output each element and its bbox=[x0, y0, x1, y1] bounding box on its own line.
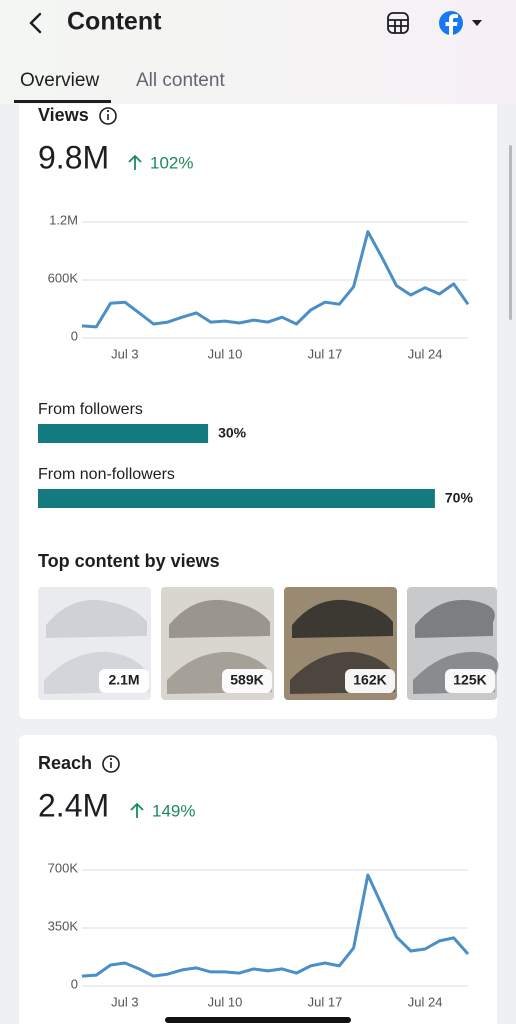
y-tick-label: 0 bbox=[71, 976, 78, 991]
table-icon[interactable] bbox=[387, 12, 409, 34]
x-tick-label: Jul 24 bbox=[408, 346, 443, 361]
reach-card bbox=[19, 735, 497, 1024]
thumbnail-car bbox=[415, 599, 495, 638]
label-pill bbox=[345, 669, 395, 693]
y-tick-label: 1.2M bbox=[49, 212, 78, 227]
top-content-title: Top content by views bbox=[38, 551, 220, 571]
thumbnail-views-label: 589K bbox=[230, 672, 263, 688]
y-tick-label: 700K bbox=[48, 860, 79, 875]
x-tick-label: Jul 24 bbox=[408, 994, 443, 1009]
bar-value-label: 30% bbox=[218, 425, 247, 441]
x-tick-label: Jul 3 bbox=[111, 994, 138, 1009]
reach-total: 2.4M bbox=[38, 787, 109, 823]
top-content-item[interactable]: 589K bbox=[161, 587, 274, 700]
tab-overview[interactable]: Overview bbox=[20, 70, 99, 91]
y-tick-label: 350K bbox=[48, 918, 79, 933]
bar-category: From non-followers bbox=[38, 466, 175, 483]
back-button[interactable] bbox=[29, 12, 42, 34]
views-card bbox=[19, 80, 497, 719]
y-tick-label: 0 bbox=[71, 328, 78, 343]
label-pill bbox=[445, 669, 495, 693]
views-total: 9.8M bbox=[38, 139, 109, 175]
x-tick-label: Jul 3 bbox=[111, 346, 138, 361]
x-tick-label: Jul 17 bbox=[308, 994, 343, 1009]
up-arrow bbox=[128, 154, 142, 170]
header bbox=[0, 0, 516, 104]
views-change: 102% bbox=[150, 153, 193, 172]
bar bbox=[38, 489, 435, 508]
top-content-item[interactable]: 2.1M bbox=[38, 587, 151, 700]
bar-value-label: 70% bbox=[445, 490, 474, 506]
x-tick-label: Jul 10 bbox=[208, 994, 243, 1009]
home-indicator bbox=[165, 1017, 351, 1023]
thumbnail-car bbox=[292, 599, 393, 638]
info-icon[interactable] bbox=[102, 755, 120, 773]
reach-change: 149% bbox=[152, 801, 195, 820]
x-tick-label: Jul 10 bbox=[208, 346, 243, 361]
line-series bbox=[81, 230, 470, 329]
top-content-item[interactable]: 162K bbox=[284, 587, 397, 700]
thumbnail-views-label: 125K bbox=[453, 672, 486, 688]
bar bbox=[38, 424, 209, 443]
scrollbar bbox=[509, 145, 512, 320]
thumbnail-views-label: 162K bbox=[353, 672, 386, 688]
info-icon[interactable] bbox=[99, 107, 117, 125]
x-tick-label: Jul 17 bbox=[308, 346, 343, 361]
bar-category: From followers bbox=[38, 401, 143, 418]
thumbnail-car bbox=[169, 599, 270, 638]
y-tick-label: 600K bbox=[48, 270, 79, 285]
label-pill bbox=[99, 669, 149, 693]
tab-indicator bbox=[14, 100, 111, 103]
thumbnail-car bbox=[46, 599, 147, 638]
top-content-item[interactable]: 125K bbox=[407, 587, 499, 700]
header-title: Content bbox=[67, 8, 162, 36]
facebook-account-switcher[interactable] bbox=[439, 11, 482, 36]
tab-all-content[interactable]: All content bbox=[136, 70, 225, 91]
line-series bbox=[81, 873, 470, 978]
reach-title: Reach bbox=[38, 753, 92, 773]
thumbnail-views-label: 2.1M bbox=[108, 672, 139, 688]
up-arrow bbox=[130, 802, 144, 818]
label-pill bbox=[222, 669, 272, 693]
views-title: Views bbox=[38, 105, 89, 125]
